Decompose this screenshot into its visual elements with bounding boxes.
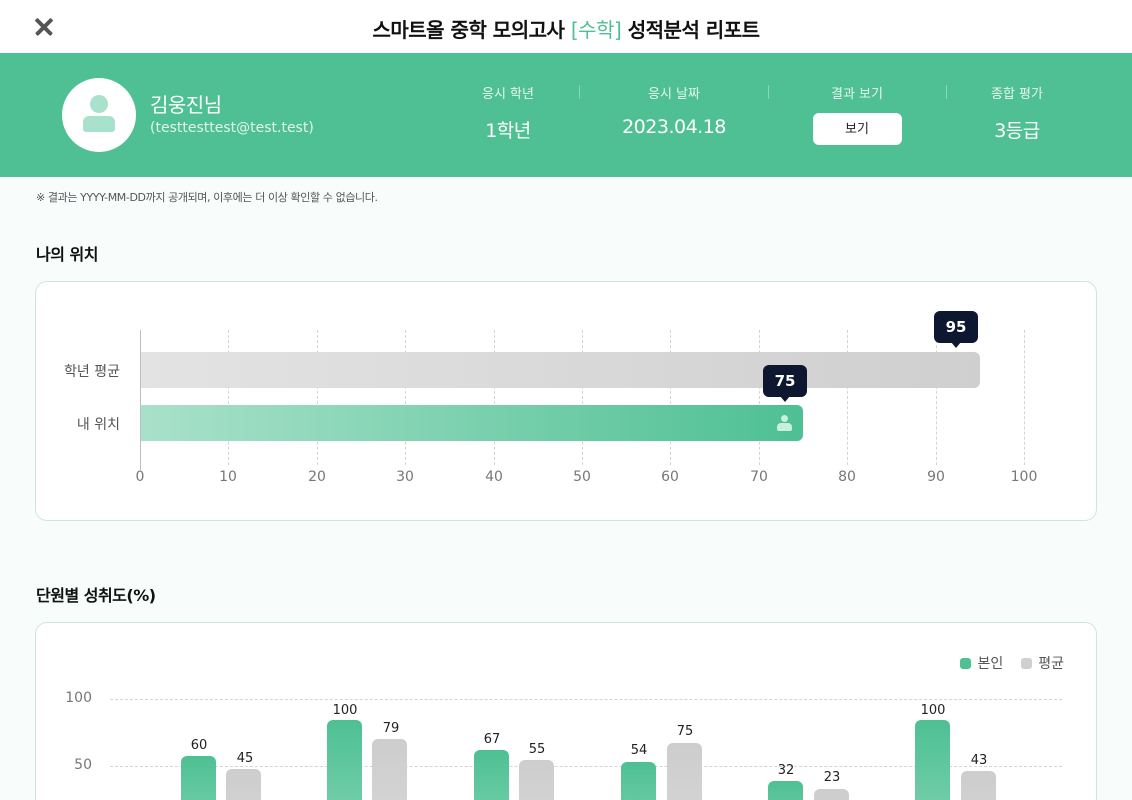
user-icon [90,95,108,113]
position-chart-card: 학년 평균 내 위치 95 75 0 10 20 30 40 50 60 70 … [35,281,1097,521]
bar-grade-average [140,352,980,388]
bar-value: 54 [630,743,648,758]
stat-label: 응시 학년 [482,87,534,102]
user-name: 김웅진님 [150,93,222,117]
bar-mine-1 [181,756,216,800]
legend-swatch-average [1021,657,1033,669]
user-icon [777,415,792,431]
stat-value: 2023.04.18 [622,116,726,138]
x-tick: 90 [927,469,945,485]
stat-overall: 종합 평가 3등급 [977,83,1057,143]
user-icon-body [83,116,115,132]
unit-chart-card: 본인 평균 100 50 60 45 100 79 67 55 54 75 32… [35,622,1097,800]
bar-label-mine: 내 위치 [76,417,120,433]
bar-value: 45 [236,751,254,766]
grid-line [936,330,937,465]
title-prefix: 스마트올 중학 모의고사 [372,18,571,42]
bar-value: 55 [528,742,546,757]
x-tick: 0 [135,469,145,485]
bar-mine-3 [474,750,509,800]
title-subject: [수학] [570,18,622,42]
stat-label: 응시 날짜 [648,87,700,102]
user-email: (testtesttest@test.test) [150,120,314,136]
x-tick: 50 [573,469,591,485]
grid-line [582,330,583,465]
grid-line [110,699,1062,700]
x-tick: 70 [750,469,768,485]
x-tick: 60 [661,469,679,485]
notice-text: ※ 결과는 YYYY-MM-DD까지 공개되며, 이후에는 더 이상 확인할 수… [36,191,378,204]
x-tick: 100 [1010,469,1038,485]
bar-value: 23 [823,770,841,785]
grid-line [228,330,229,465]
bar-average-6 [961,771,996,800]
title-suffix: 성적분석 리포트 [621,18,760,42]
grid-line [759,330,760,465]
bar-mine-6 [915,720,950,800]
grid-line [847,330,848,465]
legend-item-mine: 본인 [960,653,1003,673]
bar-average-5 [814,789,849,800]
y-tick: 100 [65,690,92,706]
bar-my-position [140,405,803,441]
bar-value: 67 [483,732,501,747]
divider [579,85,580,99]
stat-label: 결과 보기 [831,87,883,102]
bar-label-average: 학년 평균 [64,364,120,380]
grid-line [317,330,318,465]
stat-grade: 응시 학년 1학년 [468,83,548,143]
grid-line [110,766,1062,767]
legend-swatch-mine [960,657,972,669]
bar-value: 43 [970,753,988,768]
x-tick: 30 [396,469,414,485]
stat-value: 1학년 [485,120,531,142]
grid-line [670,330,671,465]
divider [768,85,769,99]
chart-legend: 본인 평균 [960,653,1064,673]
grid-line [1024,330,1025,465]
bar-value: 75 [676,724,694,739]
stat-date: 응시 날짜 2023.04.18 [614,83,734,138]
grid-line [405,330,406,465]
bar-average-4 [667,743,702,800]
legend-label: 본인 [977,656,1004,672]
bar-value: 60 [190,738,208,753]
bar-mine-5 [768,781,803,800]
stat-result: 결과 보기 보기 [807,83,907,145]
bar-average-3 [519,760,554,800]
page-title: 스마트올 중학 모의고사 [수학] 성적분석 리포트 [0,14,1132,43]
x-tick: 10 [219,469,237,485]
bar-average-1 [226,769,261,800]
stat-label: 종합 평가 [991,87,1043,102]
x-tick: 80 [838,469,856,485]
y-axis [140,330,141,470]
bar-value: 79 [382,721,400,736]
legend-label: 평균 [1038,656,1064,672]
tooltip-average: 95 [934,311,978,343]
top-bar: 스마트올 중학 모의고사 [수학] 성적분석 리포트 [0,0,1132,53]
stat-value: 3등급 [994,120,1040,142]
section-title-position: 나의 위치 [36,245,98,264]
y-tick: 50 [74,757,92,773]
x-tick: 40 [485,469,503,485]
grid-line [494,330,495,465]
bar-value: 100 [332,703,358,718]
profile-banner: 김웅진님 (testtesttest@test.test) 응시 학년 1학년 … [0,53,1132,177]
divider [946,85,947,99]
bar-mine-4 [621,762,656,800]
tooltip-mine: 75 [763,365,807,397]
view-result-button[interactable]: 보기 [812,113,902,145]
avatar [62,78,136,152]
legend-item-average: 평균 [1021,653,1064,673]
bar-average-2 [372,739,407,800]
bar-mine-2 [327,720,362,800]
bar-value: 32 [777,763,795,778]
bar-value: 100 [920,703,946,718]
section-title-units: 단원별 성취도(%) [36,586,156,605]
x-tick: 20 [308,469,326,485]
